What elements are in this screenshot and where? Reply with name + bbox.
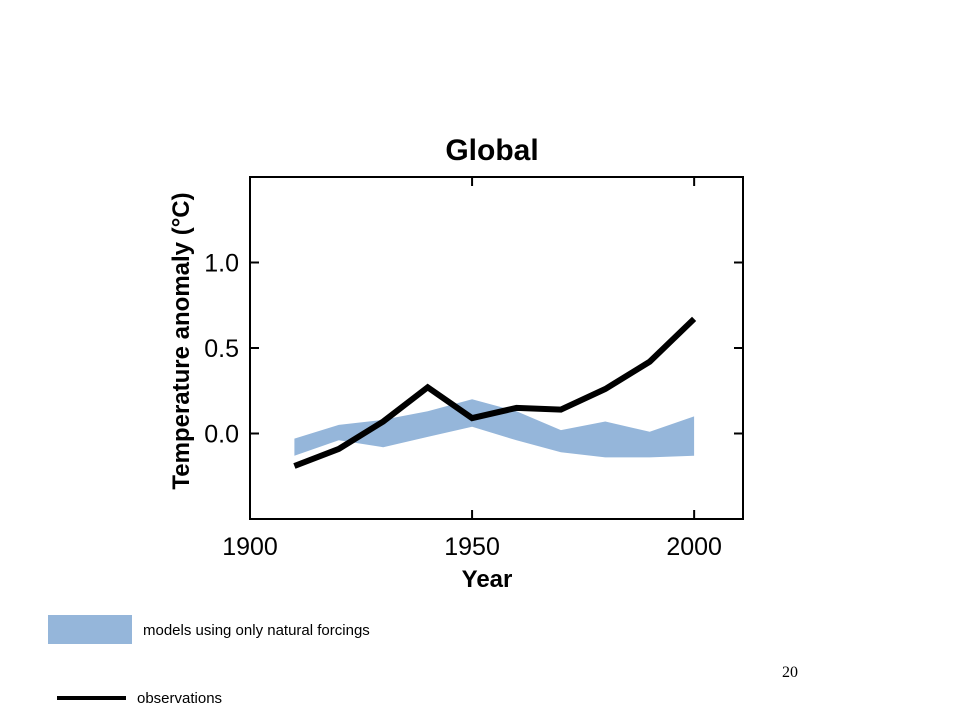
y-axis-label: Temperature anomaly (°C) (168, 192, 195, 489)
legend: models using only natural forcings obser… (48, 615, 370, 707)
y-tick-label: 1.0 (204, 250, 239, 278)
tick-layer: 1900 1950 2000 0.0 0.5 1.0 (204, 177, 743, 561)
y-tick-label: 0.5 (204, 335, 239, 363)
plot-frame (249, 176, 744, 520)
legend-swatch-models (48, 615, 132, 644)
observations-line (293, 316, 697, 469)
model-band-layer (294, 399, 695, 458)
page-number: 20 (782, 664, 798, 681)
x-axis-label: Year (462, 566, 513, 593)
model-range-band (294, 399, 695, 458)
observations-line-layer (293, 316, 697, 469)
legend-label-observations: observations (137, 690, 222, 707)
legend-label-models: models using only natural forcings (143, 622, 370, 639)
x-tick-label: 1950 (444, 533, 500, 561)
x-tick-label: 1900 (222, 533, 278, 561)
chart-title: Global (445, 134, 538, 167)
y-tick-label: 0.0 (204, 421, 239, 449)
x-tick-label: 2000 (666, 533, 722, 561)
